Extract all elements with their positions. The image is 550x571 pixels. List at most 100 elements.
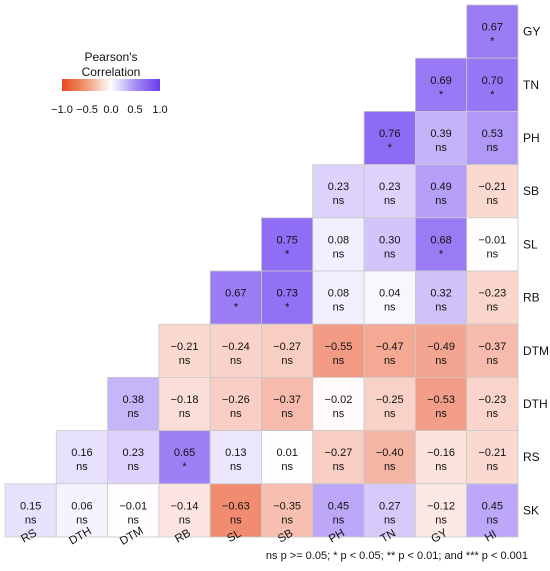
legend-title: Pearson's Correlation: [81, 50, 141, 79]
heatmap-cell: −0.53 ns: [414, 376, 468, 431]
cell-significance-label: ns: [127, 514, 139, 526]
cell-rect: [261, 270, 314, 325]
cell-value-label: 0.13: [225, 447, 246, 459]
cell-significance-label: ns: [281, 355, 293, 367]
cell-significance-label: ns: [76, 514, 88, 526]
cell-rect: [209, 270, 262, 325]
cell-value-label: −0.47: [376, 341, 404, 353]
cell-significance-label: ns: [487, 408, 499, 420]
heatmap-cell: 0.13 ns: [209, 430, 262, 485]
cell-value-label: 0.76: [379, 128, 400, 140]
cell-rect: [158, 430, 211, 485]
cell-significance-label: ns: [384, 408, 396, 420]
heatmap-cell: 0.53 ns: [466, 111, 519, 166]
cell-significance-label: *: [285, 248, 290, 260]
cell-value-label: 0.30: [379, 234, 400, 246]
cell-value-label: −0.23: [478, 394, 506, 406]
cell-significance-label: ns: [435, 514, 447, 526]
cell-rect: [312, 483, 365, 538]
cell-value-label: 0.73: [276, 288, 297, 300]
legend-colorbar: [62, 79, 160, 91]
cell-rect: [466, 4, 519, 59]
cell-significance-label: ns: [487, 302, 499, 314]
cell-significance-label: ns: [281, 461, 293, 473]
heatmap-cell: 0.15 ns: [4, 483, 57, 538]
cell-significance-label: ns: [333, 461, 345, 473]
y-tick-label: SL: [523, 237, 538, 251]
cell-value-label: −0.40: [376, 447, 404, 459]
significance-footnote: ns p >= 0.05; * p < 0.05; ** p < 0.01; a…: [265, 550, 528, 562]
cell-rect: [414, 57, 468, 112]
cell-value-label: −0.63: [222, 500, 250, 512]
cell-value-label: −0.37: [478, 341, 506, 353]
cell-rect: [4, 483, 57, 538]
cell-value-label: −0.21: [478, 181, 506, 193]
heatmap-cell: −0.21 ns: [466, 164, 519, 219]
heatmap-cell: 0.76 *: [363, 111, 416, 166]
cell-significance-label: ns: [487, 195, 499, 207]
cell-rect: [363, 270, 416, 325]
y-tick-label: RB: [523, 291, 540, 305]
cell-value-label: 0.32: [430, 288, 451, 300]
cell-significance-label: ns: [487, 514, 499, 526]
cell-value-label: −0.35: [273, 500, 301, 512]
cell-value-label: −0.18: [171, 394, 199, 406]
heatmap-cell: −0.55 ns: [312, 323, 365, 378]
cell-significance-label: ns: [435, 355, 447, 367]
cell-significance-label: *: [439, 89, 444, 101]
cell-rect: [466, 323, 519, 378]
y-tick-label: SB: [523, 184, 539, 198]
cell-value-label: −0.25: [376, 394, 404, 406]
cell-significance-label: ns: [384, 514, 396, 526]
cell-significance-label: ns: [230, 408, 242, 420]
cell-significance-label: ns: [281, 514, 293, 526]
cell-rect: [414, 164, 468, 219]
heatmap-cell: 0.08 ns: [312, 270, 365, 325]
heatmap-cell: 0.32 ns: [414, 270, 468, 325]
heatmap-cell: 0.01 ns: [261, 430, 314, 485]
heatmap-cell: −0.23 ns: [466, 376, 519, 431]
y-axis-labels: GY TN PH SB SL RB DTM DTH RS SK: [523, 25, 549, 518]
heatmap-cell: −0.47 ns: [363, 323, 416, 378]
heatmap-cell: 0.68 *: [414, 217, 468, 272]
heatmap-cell: −0.26 ns: [209, 376, 262, 431]
cell-value-label: −0.26: [222, 394, 250, 406]
cell-rect: [312, 217, 365, 272]
cell-rect: [466, 164, 519, 219]
heatmap-cell: −0.14 ns: [158, 483, 211, 538]
cell-value-label: 0.70: [482, 75, 503, 87]
cell-value-label: 0.04: [379, 288, 400, 300]
cell-value-label: 0.67: [482, 22, 503, 34]
cell-value-label: −0.27: [273, 341, 301, 353]
cell-significance-label: ns: [384, 461, 396, 473]
y-tick-label: RS: [523, 450, 540, 464]
heatmap-cell: 0.49 ns: [414, 164, 468, 219]
cell-rect: [414, 483, 468, 538]
heatmap-cell: −0.21 ns: [466, 430, 519, 485]
legend-tick: −0.5: [76, 104, 98, 116]
cell-rect: [466, 430, 519, 485]
cell-value-label: −0.02: [325, 394, 353, 406]
cell-significance-label: ns: [435, 408, 447, 420]
y-tick-label: TN: [523, 78, 539, 92]
heatmap-cell: 0.16 ns: [55, 430, 108, 485]
cell-value-label: −0.14: [171, 500, 199, 512]
cell-value-label: 0.27: [379, 500, 400, 512]
cell-significance-label: *: [182, 461, 187, 473]
cell-significance-label: ns: [333, 248, 345, 260]
cell-value-label: 0.65: [174, 447, 195, 459]
cell-rect: [312, 164, 365, 219]
cell-rect: [414, 111, 468, 166]
heatmap-cell: −0.02 ns: [312, 376, 365, 431]
cell-value-label: −0.55: [325, 341, 353, 353]
cell-value-label: 0.23: [123, 447, 144, 459]
cell-significance-label: *: [439, 248, 444, 260]
cell-rect: [107, 430, 160, 485]
cell-significance-label: ns: [333, 355, 345, 367]
heatmap-cells: 0.67*0.69*0.70*0.76*0.39ns0.53ns0.23ns0.…: [4, 4, 519, 538]
cell-value-label: −0.53: [427, 394, 455, 406]
cell-value-label: 0.38: [123, 394, 144, 406]
cell-rect: [261, 430, 314, 485]
cell-rect: [363, 483, 416, 538]
heatmap-cell: −0.18 ns: [158, 376, 211, 431]
